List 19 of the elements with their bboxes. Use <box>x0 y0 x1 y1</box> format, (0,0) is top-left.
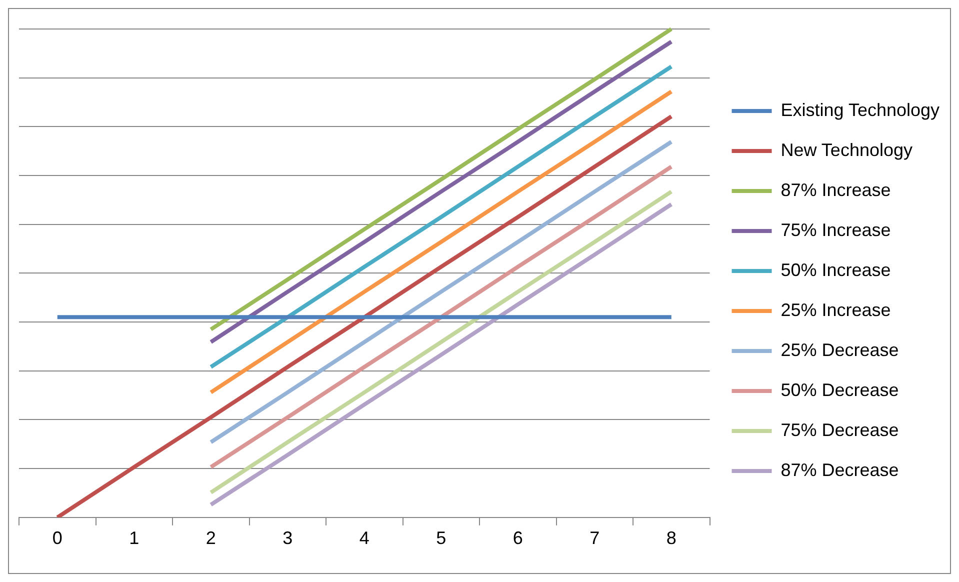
legend-label: 75% Decrease <box>780 420 899 440</box>
x-tick-label: 5 <box>436 528 446 548</box>
x-tick-label: 3 <box>282 528 293 548</box>
legend-label: 50% Increase <box>780 260 891 280</box>
x-tick-label: 1 <box>129 528 140 548</box>
x-tick-label: 0 <box>52 528 62 548</box>
legend-label: 50% Decrease <box>780 380 899 400</box>
legend-label: New Technology <box>780 140 912 160</box>
legend-label: 87% Decrease <box>780 460 899 480</box>
x-tick-label: 2 <box>206 528 216 548</box>
x-tick-label: 6 <box>512 528 523 548</box>
legend-label: 25% Decrease <box>780 340 899 360</box>
x-tick-label: 4 <box>359 528 370 548</box>
legend-label: Existing Technology <box>780 100 940 120</box>
legend-label: 25% Increase <box>780 300 891 320</box>
x-tick-label: 7 <box>590 528 600 548</box>
legend-label: 87% Increase <box>780 180 891 200</box>
legend-label: 75% Increase <box>780 220 891 240</box>
x-tick-label: 8 <box>666 528 676 548</box>
